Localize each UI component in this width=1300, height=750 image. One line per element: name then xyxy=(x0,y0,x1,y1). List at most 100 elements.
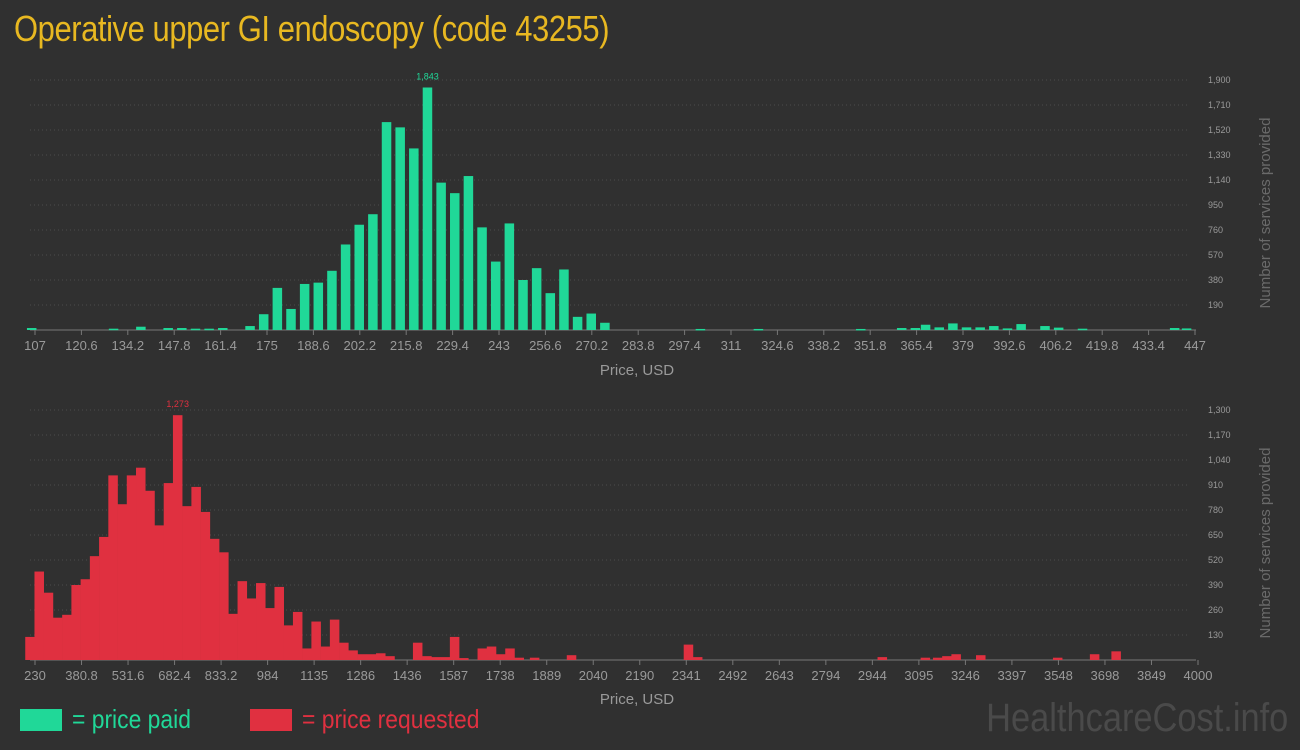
x-tick-label: 134.2 xyxy=(112,338,145,353)
histogram-bar xyxy=(692,657,703,660)
histogram-bar xyxy=(1181,328,1192,330)
x-tick-label: 392.6 xyxy=(993,338,1026,353)
histogram-bar xyxy=(209,538,220,660)
histogram-bar xyxy=(948,323,958,330)
histogram-bar xyxy=(1002,328,1013,330)
histogram-bar xyxy=(989,326,999,330)
histogram-bar xyxy=(477,227,487,330)
x-tick-label: 215.8 xyxy=(390,338,423,353)
x-tick-label: 297.4 xyxy=(668,338,701,353)
histogram-bar xyxy=(566,655,577,660)
legend-paid-swatch xyxy=(20,708,62,731)
histogram-bar xyxy=(182,506,192,660)
y-tick-label: 950 xyxy=(1208,200,1223,210)
x-tick-label: 3698 xyxy=(1090,668,1119,683)
y-tick-label: 760 xyxy=(1208,225,1223,235)
x-tick-label: 3095 xyxy=(904,668,933,683)
histogram-bar xyxy=(910,328,921,330)
histogram-bar xyxy=(975,327,985,330)
y-tick-label: 1,140 xyxy=(1208,175,1231,185)
histogram-bar xyxy=(951,654,961,660)
x-tick-label: 1738 xyxy=(486,668,515,683)
histogram-bar xyxy=(877,657,888,660)
histogram-bar xyxy=(385,656,395,660)
chart-title: Operative upper GI endoscopy (code 43255… xyxy=(14,8,610,49)
x-tick-label: 270.2 xyxy=(576,338,609,353)
histogram-bar xyxy=(219,552,229,660)
histogram-bar xyxy=(572,316,583,330)
histogram-bar xyxy=(117,504,128,660)
x-tick-label: 351.8 xyxy=(854,338,887,353)
y-tick-label: 1,520 xyxy=(1208,125,1231,135)
histogram-bar xyxy=(191,486,201,660)
histogram-bar xyxy=(177,328,187,330)
histogram-bar xyxy=(518,280,528,330)
y-tick-label: 1,330 xyxy=(1208,150,1231,160)
x-tick-label: 1135 xyxy=(300,668,328,683)
histogram-bar xyxy=(163,483,174,660)
histogram-bar xyxy=(327,270,337,330)
histogram-bar xyxy=(1016,324,1026,330)
histogram-bar xyxy=(299,283,310,330)
histogram-bar xyxy=(961,327,972,330)
histogram-bar xyxy=(976,655,986,660)
histogram-bar xyxy=(340,244,351,330)
y-tick-label: 1,170 xyxy=(1208,430,1231,440)
histogram-bar xyxy=(258,314,269,330)
histogram-bar xyxy=(1089,654,1100,660)
x-axis-title: Price, USD xyxy=(600,691,674,708)
histogram-bar xyxy=(339,642,349,660)
histogram-bar xyxy=(320,646,331,660)
x-tick-label: 147.8 xyxy=(158,338,191,353)
histogram-bar xyxy=(34,571,44,660)
histogram-bar xyxy=(89,556,100,660)
legend-paid-label: = price paid xyxy=(72,704,191,734)
x-tick-label: 2190 xyxy=(625,668,654,683)
histogram-bar xyxy=(376,653,386,660)
watermark: HealthcareCost.info xyxy=(985,696,1288,740)
histogram-bar xyxy=(245,326,255,330)
histogram-bar xyxy=(228,613,238,660)
y-tick-label: 1,710 xyxy=(1208,100,1231,110)
histogram-bar xyxy=(412,642,423,660)
histogram-bar xyxy=(272,287,283,330)
histogram-bar xyxy=(366,654,377,660)
histogram-bar xyxy=(896,328,907,330)
x-tick-label: 365.4 xyxy=(900,338,933,353)
x-tick-label: 107 xyxy=(24,338,46,353)
y-tick-label: 130 xyxy=(1208,630,1223,640)
x-tick-label: 379 xyxy=(952,338,974,353)
x-tick-label: 984 xyxy=(257,668,279,683)
y-tick-label: 190 xyxy=(1208,300,1223,310)
histogram-bar xyxy=(204,328,214,331)
x-tick-label: 3246 xyxy=(951,668,980,683)
histogram-bar xyxy=(218,328,228,330)
histogram-bar xyxy=(409,148,419,330)
x-tick-label: 1889 xyxy=(532,668,561,683)
x-tick-label: 1436 xyxy=(393,668,422,683)
y-tick-label: 260 xyxy=(1208,605,1223,615)
x-tick-label: 1587 xyxy=(439,668,468,683)
histogram-bar xyxy=(172,415,183,660)
histogram-bar xyxy=(292,611,303,660)
x-tick-label: 230 xyxy=(24,668,46,683)
histogram-bar xyxy=(1040,326,1050,330)
x-tick-label: 2040 xyxy=(579,668,608,683)
histogram-bar xyxy=(368,214,378,330)
x-tick-label: 380.8 xyxy=(65,668,98,683)
histogram-bar xyxy=(1053,327,1064,330)
y-tick-label: 390 xyxy=(1208,580,1223,590)
histogram-bar xyxy=(934,327,944,330)
x-tick-label: 419.8 xyxy=(1086,338,1119,353)
histogram-bar xyxy=(52,617,63,660)
histogram-bar xyxy=(586,313,596,330)
x-tick-label: 338.2 xyxy=(808,338,841,353)
histogram-bar xyxy=(126,475,137,660)
histogram-bar xyxy=(190,328,201,331)
histogram-bar xyxy=(136,467,146,660)
x-tick-label: 175 xyxy=(256,338,278,353)
histogram-bar xyxy=(531,268,542,330)
peak-value-label: 1,843 xyxy=(416,72,439,82)
histogram-bar xyxy=(395,127,405,330)
x-tick-label: 243 xyxy=(488,338,510,353)
